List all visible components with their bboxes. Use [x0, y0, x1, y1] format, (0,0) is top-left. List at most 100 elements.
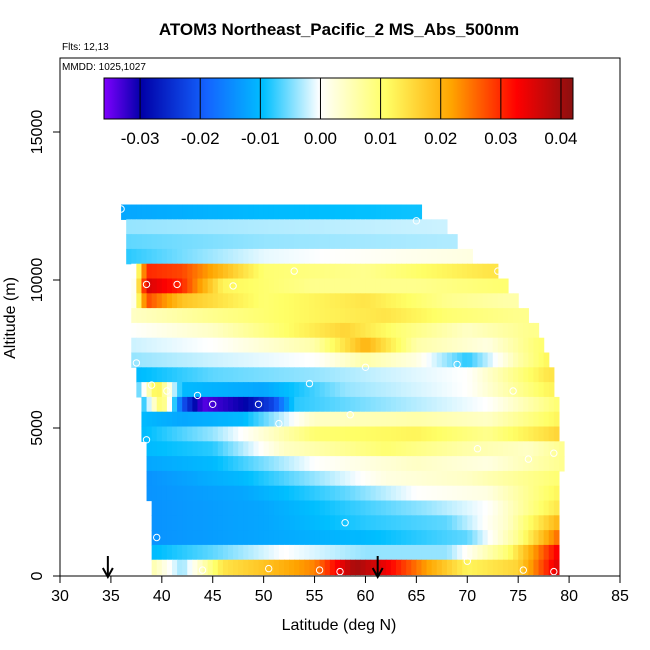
heatmap-cell	[289, 396, 295, 413]
heatmap-cell	[411, 559, 417, 576]
heatmap-cell	[156, 278, 163, 294]
heatmap-cell	[411, 367, 417, 383]
heatmap-cell	[508, 396, 514, 413]
heatmap-cell	[151, 263, 158, 280]
heatmap-cell	[207, 219, 214, 235]
heatmap-cell	[299, 278, 305, 294]
heatmap-cell	[431, 396, 438, 413]
heatmap-cell	[319, 248, 326, 265]
heatmap-cell	[222, 456, 229, 472]
sample-point	[290, 267, 298, 275]
heatmap-cell	[228, 219, 234, 235]
heatmap-cell	[146, 411, 153, 428]
heatmap-cell	[273, 500, 280, 516]
heatmap-cell	[172, 248, 178, 265]
heatmap-cell	[452, 382, 458, 398]
heatmap-cell	[492, 322, 499, 339]
heatmap-cell	[446, 367, 453, 383]
heatmap-cell	[513, 500, 519, 516]
heatmap-cell	[156, 515, 163, 531]
heatmap-cell	[324, 248, 331, 265]
heatmap-cell	[207, 293, 214, 309]
heatmap-cell	[182, 352, 188, 368]
heatmap-cell	[375, 322, 382, 339]
heatmap-cell	[472, 456, 479, 472]
heatmap-cell	[350, 248, 356, 265]
heatmap-cell	[350, 544, 356, 561]
heatmap-cell	[477, 308, 484, 324]
heatmap-cell	[365, 515, 372, 531]
heatmap-cell	[156, 441, 163, 457]
heatmap-cell	[431, 530, 438, 546]
heatmap-cell	[492, 411, 499, 428]
heatmap-cell	[543, 500, 550, 516]
heatmap-cell	[217, 204, 224, 220]
heatmap-cell	[452, 263, 458, 280]
heatmap-cell	[248, 248, 255, 265]
heatmap-cell	[166, 411, 173, 428]
heatmap-cell	[151, 219, 158, 235]
heatmap-cell	[360, 248, 367, 265]
heatmap-cell	[497, 441, 504, 457]
heatmap-cell	[467, 544, 473, 561]
heatmap-cell	[207, 367, 214, 383]
heatmap-cell	[416, 293, 423, 309]
heatmap-cell	[309, 485, 316, 502]
heatmap-cell	[355, 278, 361, 294]
heatmap-cell	[548, 382, 555, 398]
heatmap-cell	[243, 530, 249, 546]
heatmap-cell	[304, 485, 311, 502]
heatmap-cell	[345, 293, 351, 309]
heatmap-cell	[304, 426, 311, 442]
heatmap-cell	[334, 219, 341, 235]
heatmap-cell	[477, 278, 484, 294]
heatmap-cell	[141, 352, 148, 368]
heatmap-cell	[289, 278, 295, 294]
heatmap-cell	[350, 515, 356, 531]
heatmap-cell	[385, 219, 392, 235]
heatmap-cell	[289, 411, 295, 428]
heatmap-cell	[441, 396, 448, 413]
heatmap-cell	[345, 382, 351, 398]
heatmap-cell	[278, 308, 285, 324]
heatmap-cell	[380, 234, 387, 250]
heatmap-cell	[497, 485, 504, 502]
heatmap-cell	[202, 263, 209, 280]
heatmap-cell	[273, 456, 280, 472]
heatmap-cell	[156, 411, 163, 428]
heatmap-cell	[487, 411, 494, 428]
heatmap-cell	[197, 470, 204, 487]
heatmap-cell	[411, 263, 417, 280]
heatmap-cell	[426, 219, 433, 235]
heatmap-cell	[263, 204, 270, 220]
heatmap-cell	[151, 559, 158, 576]
heatmap-cell	[228, 337, 234, 354]
heatmap-cell	[228, 382, 234, 398]
heatmap-cell	[497, 470, 504, 487]
heatmap-cell	[217, 515, 224, 531]
heatmap-cell	[533, 530, 540, 546]
heatmap-cell	[401, 382, 407, 398]
heatmap-cell	[426, 293, 433, 309]
heatmap-cell	[492, 544, 499, 561]
heatmap-cell	[477, 426, 484, 442]
heatmap-cell	[166, 485, 173, 502]
heatmap-cell	[172, 470, 178, 487]
heatmap-cell	[248, 352, 255, 368]
heatmap-cell	[396, 219, 402, 235]
heatmap-cell	[482, 278, 489, 294]
heatmap-cell	[508, 559, 514, 576]
heatmap-cell	[401, 367, 407, 383]
heatmap-cell	[467, 515, 473, 531]
heatmap-cell	[309, 559, 316, 576]
heatmap-cell	[324, 456, 331, 472]
heatmap-cell	[228, 263, 234, 280]
heatmap-cell	[258, 352, 265, 368]
heatmap-cell	[487, 352, 494, 368]
heatmap-cell	[406, 500, 412, 516]
heatmap-cell	[355, 293, 361, 309]
heatmap-cell	[217, 544, 224, 561]
heatmap-cell	[441, 456, 448, 472]
heatmap-cell	[350, 337, 356, 354]
heatmap-cell	[314, 248, 321, 265]
